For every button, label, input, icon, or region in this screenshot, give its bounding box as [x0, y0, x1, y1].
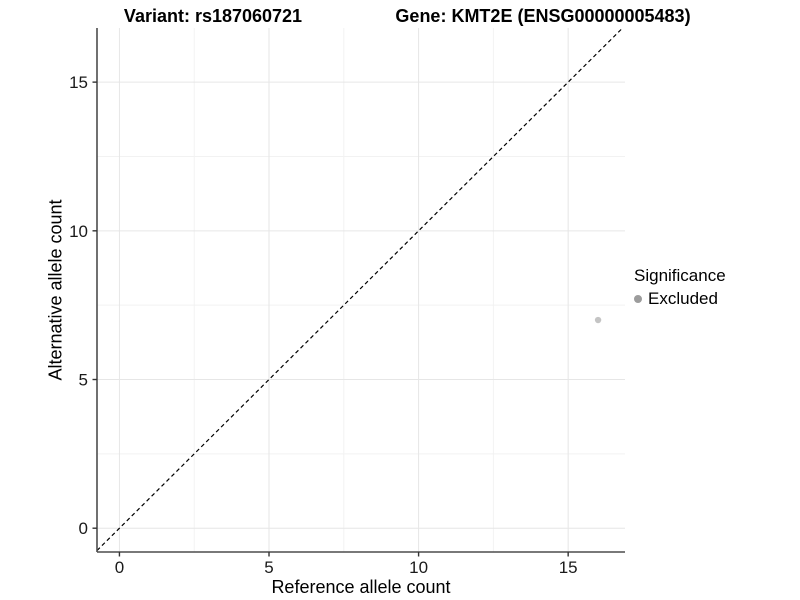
y-tick-label: 15	[69, 73, 88, 92]
legend: Significance Excluded	[634, 266, 726, 309]
x-tick-label: 5	[264, 558, 273, 577]
y-tick-label: 10	[69, 222, 88, 241]
legend-entry-label: Excluded	[648, 289, 718, 308]
plot-title-gene: Gene: KMT2E (ENSG00000005483)	[395, 6, 691, 26]
legend-point-marker-icon	[634, 295, 642, 303]
legend-entry-excluded: Excluded	[634, 289, 726, 309]
legend-title: Significance	[634, 266, 726, 285]
y-axis-title: Alternative allele count	[45, 199, 66, 381]
identity-dashed-line	[96, 27, 624, 551]
data-point	[594, 316, 602, 324]
x-tick-label: 0	[115, 558, 124, 577]
y-tick-label: 0	[79, 519, 88, 538]
x-axis-title: Reference allele count	[271, 577, 451, 597]
plot-title-variant: Variant: rs187060721	[123, 6, 303, 26]
x-tick-label: 15	[559, 558, 578, 577]
y-tick-label: 5	[79, 371, 88, 390]
x-tick-label: 10	[409, 558, 428, 577]
